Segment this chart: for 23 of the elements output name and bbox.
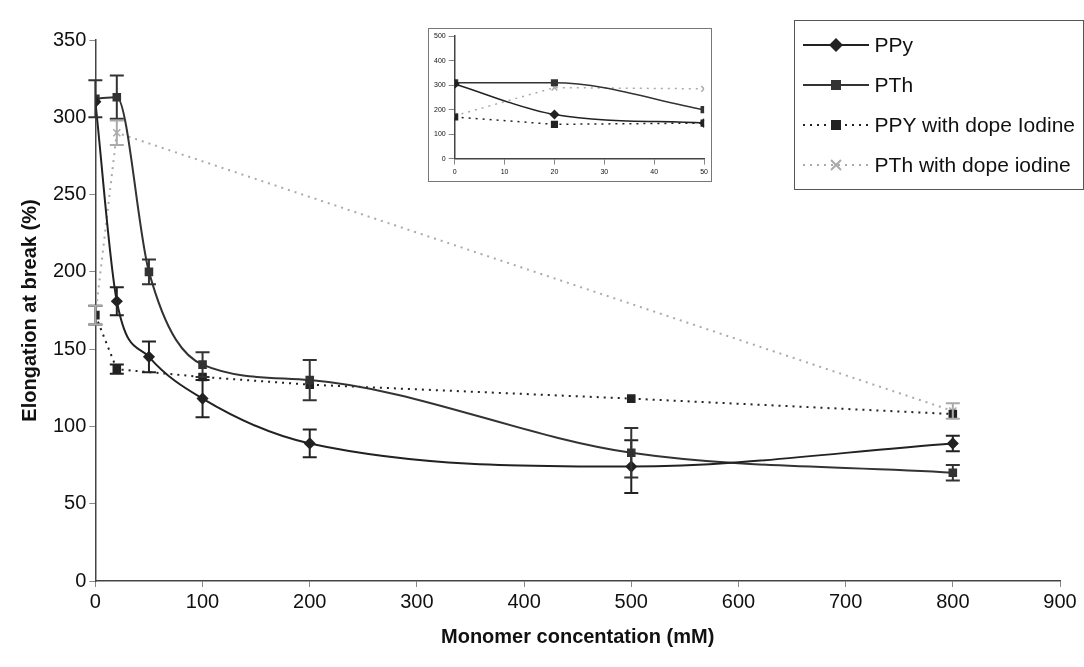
- x-tick-label: 800: [936, 589, 970, 612]
- legend-label: PPY with dope Iodine: [874, 113, 1075, 137]
- x-tick-label: 600: [721, 589, 756, 612]
- y-tick-label: 50: [64, 491, 87, 514]
- x-tick-label: 400: [507, 589, 541, 612]
- y-tick-label: 200: [52, 259, 87, 282]
- x-tick-label: 500: [614, 589, 648, 612]
- x-tick-label: 700: [828, 589, 863, 612]
- y-tick-label: 300: [52, 104, 87, 127]
- x-tick-label: 0: [89, 589, 101, 612]
- y-axis-title: Elongation at break (%): [17, 199, 40, 422]
- x-tick-label: 200: [293, 589, 327, 612]
- x-tick-label: 100: [185, 589, 220, 612]
- y-tick-label: 350: [52, 27, 87, 50]
- legend-label: PTh: [874, 73, 914, 97]
- y-tick-label: 0: [75, 568, 87, 591]
- legend-label: PPy: [874, 33, 914, 57]
- y-tick-label: 150: [52, 336, 87, 359]
- y-tick-label: 250: [52, 182, 87, 205]
- x-axis-title: Monomer concentation (mM): [441, 624, 715, 647]
- y-tick-label: 100: [52, 413, 87, 436]
- legend-label: PTh with dope iodine: [874, 153, 1071, 177]
- x-tick-label: 900: [1043, 589, 1077, 612]
